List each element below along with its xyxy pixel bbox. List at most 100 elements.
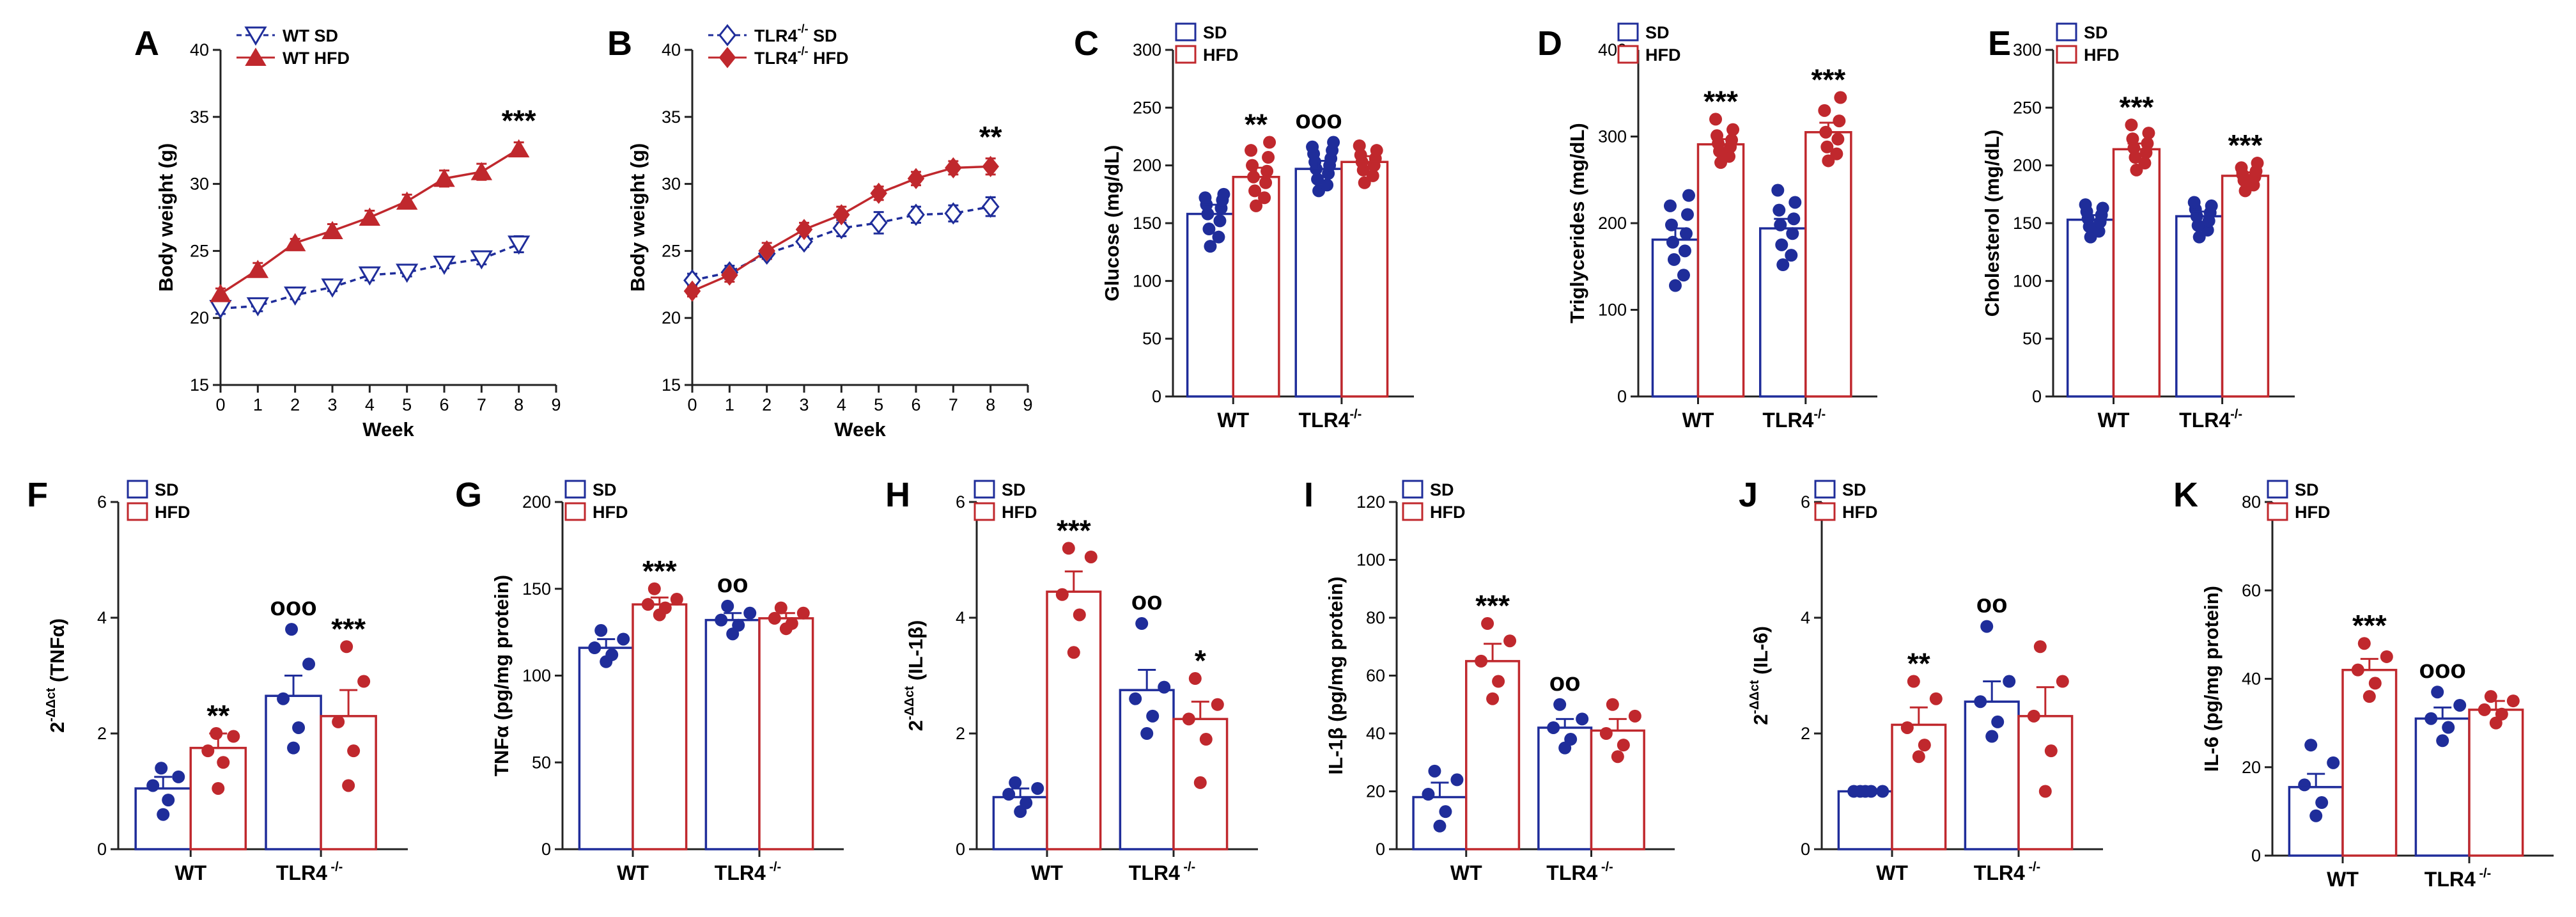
y-tick-label: 50: [532, 753, 551, 772]
data-point: [1481, 617, 1494, 631]
category-label: TLR4 -/-: [276, 860, 343, 884]
data-point: [1564, 733, 1578, 746]
category-label: WT: [2098, 409, 2130, 432]
y-tick-label: 100: [1356, 551, 1385, 570]
y-tick-label: 30: [662, 175, 681, 194]
data-point: [1678, 244, 1691, 258]
y-tick-label: 100: [1598, 301, 1627, 320]
y-tick-label: 20: [2242, 758, 2261, 777]
data-point: [721, 599, 734, 613]
data-point: [227, 730, 240, 743]
data-point: [1723, 150, 1736, 163]
y-tick-label: 150: [1133, 214, 1161, 233]
data-point: [433, 168, 455, 187]
significance-label: **: [1907, 647, 1930, 680]
data-point: [870, 182, 887, 204]
data-point: [2436, 734, 2449, 748]
data-point: [2304, 739, 2318, 752]
x-tick-label: 3: [799, 395, 809, 414]
data-point: [284, 286, 307, 306]
y-tick-label: 6: [956, 492, 965, 512]
y-tick-label: 25: [190, 241, 209, 260]
y-tick-label: 50: [1142, 329, 1161, 349]
data-point: [1073, 608, 1086, 622]
bar: [2017, 715, 2074, 850]
y-tick-label: 0: [956, 840, 965, 859]
data-point: [1834, 91, 1847, 104]
data-point: [1202, 223, 1216, 236]
y-tick-label: 0: [1801, 840, 1810, 859]
data-point: [1907, 675, 1920, 688]
y-tick-label: 0: [1152, 387, 1161, 406]
y-axis-title: 2-ΔΔct (IL-1β): [903, 620, 927, 732]
data-point: [1261, 164, 1274, 178]
bar: [1758, 227, 1807, 398]
data-point: [1212, 230, 1225, 244]
y-tick-label: 80: [1366, 608, 1385, 627]
panel-i: I 0 20 40 60 80 100 120 WT TLR4 -/- IL-1β (pg/mg p…: [1304, 476, 1675, 884]
legend-label: SD: [2084, 23, 2108, 42]
data-point: [2357, 637, 2371, 650]
legend-swatch: [564, 502, 586, 521]
category-label: WT: [1031, 861, 1063, 884]
data-point: [1492, 675, 1505, 688]
data-point: [302, 657, 316, 671]
data-point: [209, 300, 232, 319]
data-point: [1259, 176, 1273, 189]
y-tick-label: 200: [1598, 214, 1627, 233]
legend-label: SD: [1203, 23, 1227, 42]
y-axis-title: Body weight (g): [626, 143, 649, 292]
data-point: [658, 601, 672, 615]
y-tick-label: 200: [2013, 156, 2042, 175]
data-point: [508, 139, 530, 158]
data-point: [1213, 214, 1227, 228]
panel-label: F: [27, 476, 48, 514]
data-point: [648, 582, 661, 595]
panel-g: G 0 50 100 150 200 WT TLR4 -/- TNFα (pg/mg prote…: [455, 476, 844, 884]
data-point: [146, 779, 160, 792]
genotype-significance-label: ooo: [270, 593, 316, 621]
data-point: [1353, 139, 1366, 152]
data-point: [2363, 690, 2376, 703]
data-point: [247, 260, 269, 278]
y-axis-title: TNFα (pg/mg protein): [490, 575, 513, 776]
data-point: [1055, 588, 1069, 601]
data-point: [982, 155, 999, 177]
legend-swatch: [974, 502, 995, 521]
legend-label: SD: [2295, 480, 2319, 499]
data-point: [1067, 646, 1080, 659]
legend-marker-icon: [718, 24, 736, 47]
data-point: [1366, 169, 1379, 182]
legend-swatch: [2267, 480, 2288, 499]
data-point: [172, 770, 185, 783]
bar: [2221, 175, 2270, 398]
data-point: [1785, 249, 1798, 262]
legend-swatch: [1617, 22, 1639, 42]
data-point: [1553, 698, 1567, 711]
legend-label: SD: [1430, 480, 1454, 499]
panel-label: I: [1304, 476, 1314, 514]
x-tick-label: 0: [687, 395, 697, 414]
data-point: [396, 191, 418, 210]
data-point: [721, 264, 738, 286]
data-point: [155, 762, 168, 775]
data-point: [1726, 123, 1740, 136]
data-point: [2431, 686, 2444, 699]
y-tick-label: 300: [2013, 40, 2042, 59]
genotype-significance-label: oo: [717, 570, 749, 598]
category-label: TLR4 -/-: [1546, 860, 1613, 884]
y-tick-label: 15: [662, 375, 681, 395]
panel-e: E 0 50 100 150 200 250 300 WT TLR4-/- Cholesterol …: [1981, 22, 2295, 432]
data-point: [945, 157, 962, 179]
data-point: [907, 203, 925, 226]
y-tick-label: 0: [541, 840, 551, 859]
legend-label: SD: [155, 480, 179, 499]
panel-j: J 0 2 4 6 WT TLR4 -/- 2-ΔΔct (IL-6) ** oo SD HFD: [1739, 476, 2103, 884]
data-point: [1439, 805, 1452, 819]
bar: [1046, 590, 1102, 850]
y-tick-label: 250: [1133, 98, 1161, 117]
legend-swatch: [127, 480, 148, 499]
legend-label: HFD: [1203, 45, 1239, 65]
data-point: [2138, 157, 2152, 170]
data-point: [1062, 542, 1075, 555]
